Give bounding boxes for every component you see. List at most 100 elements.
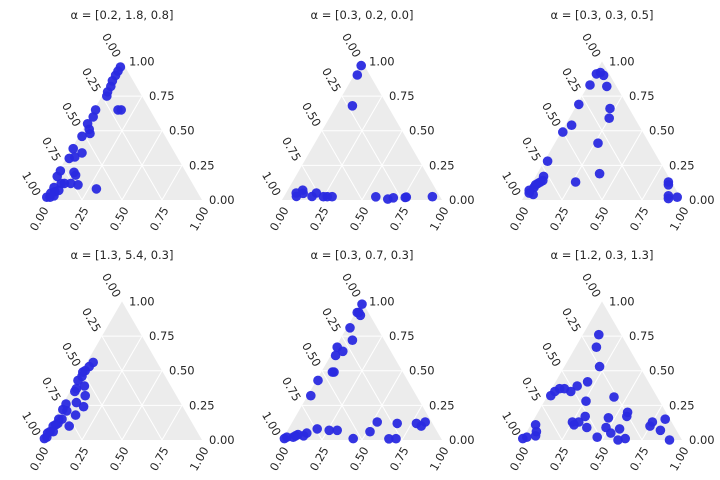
plot4-points [39,357,98,444]
plot2-title: α = [0.3, 0.2, 0.0] [311,8,414,22]
plot2-left-tick-label: 1.00 [259,169,284,198]
plot5-bottom-tick-label: 1.00 [427,444,452,473]
plot2-gridline [321,95,383,201]
plot6-point [614,424,625,434]
plot4-left-tick-label: 0.75 [39,375,64,404]
plot6-point [531,426,542,437]
plot6-right-tick-label: 0.75 [629,329,655,343]
plot6-left-tick-label: 0.50 [539,340,564,369]
plot3-point [574,99,584,110]
plot1-bottom-tick-label: 0.50 [107,204,132,233]
plot4-point [71,397,82,408]
plot4-point [39,433,50,444]
plot6-point [546,390,556,401]
plot6-point [572,381,582,391]
plot5-bottom-tick-label: 0.25 [307,444,332,473]
plot1-point [55,166,66,176]
plot4-gridline [121,370,163,441]
plot3-point [605,103,615,114]
plot1-left-tick-label: 0.25 [79,65,104,94]
plot2-right-tick-label: 0.75 [389,89,415,103]
plot1-point [77,131,87,142]
plot5-point [384,434,394,444]
plot5-point [306,390,316,401]
plot3-point [604,113,614,123]
plot1-gridline [121,130,163,201]
plot5-right-tick-label: 0.50 [409,364,435,378]
plot5-point [347,335,358,346]
plot1-bottom-tick-label: 0.00 [27,204,52,233]
plot1-point [82,119,93,129]
plot6-point [603,413,614,423]
plot3-point [663,177,674,187]
plot3-left-tick-label: 0.00 [579,31,604,60]
plot3-bottom-tick-label: 0.25 [547,204,572,233]
plot3-gridline [641,165,663,201]
plot5-left-tick-label: 0.25 [319,305,344,334]
plot1-bottom-tick-label: 1.00 [187,204,212,233]
plot5-point [327,367,338,377]
ternary-plot-3: α = [0.3, 0.3, 0.5] 0.00 0.00 0.00 0.25 0.25 0… [499,8,715,233]
plot3-points [524,67,682,204]
plot2-bottom-tick-label: 0.50 [347,204,372,233]
plot6-point [613,435,623,445]
plot1-bottom-tick-label: 0.75 [147,204,172,233]
plot3-title: α = [0.3, 0.3, 0.5] [551,8,654,22]
plot6-point [660,414,670,425]
plot6-right-tick-label: 0.50 [649,364,675,378]
plot3-point [558,127,568,137]
plot6-points [518,329,675,445]
plot5-point [313,375,323,386]
plot4-point [79,381,90,391]
plot2-bottom-tick-label: 1.00 [427,204,452,233]
plot2-point [307,191,317,202]
plot5-point [372,417,383,427]
plot1-gridline [81,130,123,201]
plot3-point [566,120,577,130]
plot4-point [70,410,81,420]
plot4-right-tick-label: 1.00 [129,294,155,308]
plot2-point [356,60,367,71]
ternary-plot-6: α = [1.2, 0.3, 1.3]0.000.000.000.250.250… [499,248,715,473]
plot5-gridline [341,335,403,441]
plot2-right-tick-label: 0.25 [429,158,455,172]
plot3-point [585,80,595,90]
plot2-left-tick-label: 0.25 [319,65,344,94]
plot3-right-tick-label: 1.00 [609,54,635,68]
plot3-bottom-tick-label: 1.00 [667,204,692,233]
plot1-grid [61,95,183,201]
plot6-point [591,342,602,353]
plot3-point [591,69,602,79]
plot4-bottom-tick-label: 0.00 [27,444,52,473]
plot6-point [567,417,578,427]
plot1-point [73,180,83,190]
plot5-bottom-tick-label: 0.50 [347,444,372,473]
plot5-point [332,425,343,436]
plot6-point [620,433,630,444]
plot6-point [655,425,666,436]
plot5-left-tick-label: 0.75 [279,375,304,404]
plot2-point [371,192,381,202]
plot5-right-tick-label: 0.25 [429,398,455,412]
plot3-left-tick-label: 1.00 [499,169,524,198]
plot6-point [622,407,633,418]
plot5-point [352,307,363,318]
plot2-gridline [341,95,403,201]
plot6-right-tick-label: 0.00 [689,433,715,447]
plot6-left-tick-label: 1.00 [499,409,524,438]
plot4-gridline [81,370,123,441]
plot2-right-tick-label: 0.50 [409,124,435,138]
plot2-grid [301,95,423,201]
plot4-point [71,383,82,394]
plot6-bottom-tick-label: 0.75 [627,444,652,473]
plot4-gridline [81,335,143,441]
plot3-left-tick-label: 0.50 [539,100,564,129]
plot2-bottom-tick-label: 0.75 [387,204,412,233]
plot4-right-tick-label: 0.25 [189,398,215,412]
plot6-point [594,329,604,340]
plot1-right-tick-label: 1.00 [129,54,155,68]
plot6-point [518,433,528,444]
plot3-gridline [541,165,563,201]
plot4-point [58,404,68,415]
plot5-point [348,433,359,444]
